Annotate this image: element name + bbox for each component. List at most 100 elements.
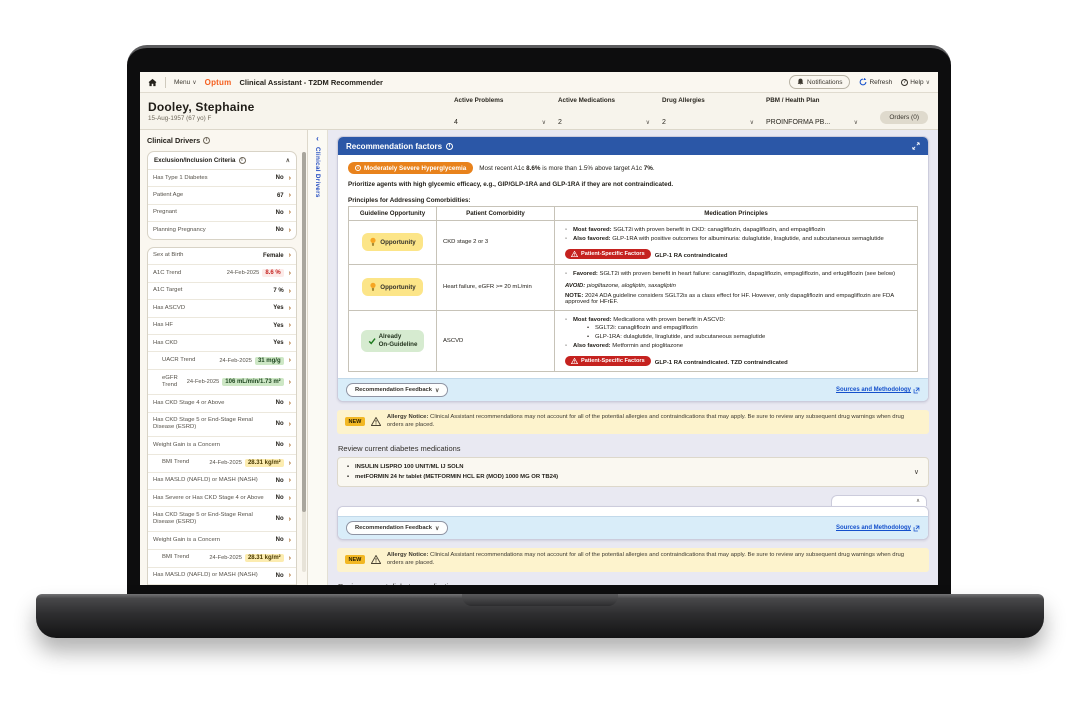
hyperglycemia-badge-label: Moderately Severe Hyperglycemia xyxy=(364,164,467,172)
chevron-up-icon[interactable]: ∧ xyxy=(915,498,920,505)
allergy-notice: NEW Allergy Notice: Clinical Assistant r… xyxy=(337,410,929,434)
laptop-base-notch xyxy=(462,594,618,606)
patient-stat-dropdown[interactable]: Drug Allergies 2 ∨ xyxy=(656,93,760,129)
driver-label: Has Severe or Has CKD Stage 4 or Above xyxy=(153,494,264,501)
driver-row[interactable]: Weight Gain is a Concern No › xyxy=(148,437,296,455)
stat-value: 2 xyxy=(558,119,562,126)
optum-logo: Optum xyxy=(204,77,232,87)
collapsed-panel-corner[interactable]: ∧ xyxy=(831,495,927,507)
chevron-down-icon[interactable]: ∨ xyxy=(541,120,546,126)
chevron-right-icon: › xyxy=(288,554,291,562)
chevron-right-icon: › xyxy=(288,357,291,365)
sources-methodology-link[interactable]: Sources and Methodology xyxy=(836,525,920,532)
driver-row[interactable]: Planning Pregnancy No › xyxy=(148,222,296,238)
driver-date: 24-Feb-2025 xyxy=(186,379,220,386)
chevron-right-icon: › xyxy=(288,441,291,449)
exclusion-inclusion-header[interactable]: Exclusion/Inclusion Criteria i ∧ xyxy=(148,152,296,170)
warning-icon xyxy=(370,417,381,427)
driver-row[interactable]: Has MASLD (NAFLD) or MASH (NASH) No › xyxy=(148,568,296,585)
info-icon[interactable]: i xyxy=(203,137,211,144)
notifications-button[interactable]: Notifications xyxy=(789,75,851,89)
driver-row[interactable]: Has CKD Stage 5 or End-Stage Renal Disea… xyxy=(148,507,296,533)
driver-row[interactable]: Has CKD Yes › xyxy=(148,335,296,353)
refresh-button[interactable]: Refresh xyxy=(859,78,892,86)
top-nav: Menu ∨ Optum Clinical Assistant - T2DM R… xyxy=(140,72,938,93)
driver-label: A1C Trend xyxy=(153,269,182,276)
opportunity-label: Opportunity xyxy=(380,283,416,291)
driver-label: Has MASLD (NAFLD) or MASH (NASH) xyxy=(153,572,258,578)
recommendation-feedback-button[interactable]: Recommendation Feedback ∨ xyxy=(346,521,449,536)
driver-row[interactable]: Patient Age 67 › xyxy=(148,187,296,205)
opportunity-badge: Opportunity xyxy=(362,278,423,297)
driver-row[interactable]: Has Type 1 Diabetes No › xyxy=(148,170,296,188)
driver-label: Has CKD xyxy=(153,339,178,346)
patient-stat-dropdown[interactable]: PBM / Health Plan PROINFORMA PB... ∨ xyxy=(760,93,864,129)
driver-row[interactable]: Has MASLD (NAFLD) or MASH (NASH) No › xyxy=(148,473,296,490)
sidebar-collapse-strip[interactable]: ‹ Clinical Drivers xyxy=(308,130,328,585)
menu-button[interactable]: Menu ∨ xyxy=(174,79,197,86)
orders-button[interactable]: Orders (0) xyxy=(880,111,928,124)
info-icon[interactable]: i xyxy=(446,142,454,150)
driver-label: Planning Pregnancy xyxy=(153,226,206,233)
recommendation-factors-panel: Recommendation factors i i Moderately Se… xyxy=(337,136,929,403)
card-title-label: Exclusion/Inclusion Criteria xyxy=(154,157,236,164)
sidebar-scrollbar[interactable] xyxy=(302,152,306,572)
scrollbar-thumb[interactable] xyxy=(302,152,306,512)
alert-text: Most recent A1c 8.6% is more than 1.5% a… xyxy=(479,164,655,172)
recommendation-feedback-button[interactable]: Recommendation Feedback ∨ xyxy=(346,383,449,398)
patient-stat-dropdown[interactable]: Active Medications 2 ∨ xyxy=(552,93,656,129)
patient-stat-dropdown[interactable]: Active Problems 4 ∨ xyxy=(448,93,552,129)
driver-row[interactable]: BMI Trend 24-Feb-2025 28.31 kg/m² › xyxy=(148,455,296,473)
driver-row[interactable]: Has CKD Stage 4 or Above No › xyxy=(148,395,296,413)
driver-value: Yes xyxy=(273,305,284,312)
comorbidity-cell: ASCVD xyxy=(436,309,555,373)
driver-value: No xyxy=(275,175,284,182)
driver-row[interactable]: UACR Trend 24-Feb-2025 31 mg/g › xyxy=(148,352,296,371)
medication-item: INSULIN LISPRO 100 UNIT/ML IJ SOLN xyxy=(347,462,914,472)
driver-label: Has Type 1 Diabetes xyxy=(153,174,208,181)
chevron-down-icon[interactable]: ∨ xyxy=(913,468,919,476)
chevron-down-icon[interactable]: ∨ xyxy=(749,120,754,126)
driver-label: Has ASCVD xyxy=(153,304,186,311)
driver-row[interactable]: A1C Trend 24-Feb-2025 8.6 % › xyxy=(148,265,296,283)
chevron-up-icon[interactable]: ∧ xyxy=(285,158,290,164)
opportunity-badge: Opportunity xyxy=(362,233,423,252)
driver-row[interactable]: Weight Gain is a Concern No › xyxy=(148,532,296,550)
chevron-down-icon[interactable]: ∨ xyxy=(853,120,858,126)
col-patient-comorbidity: Patient Comorbidity xyxy=(436,206,555,221)
driver-row[interactable]: BMI Trend 24-Feb-2025 28.31 kg/m² › xyxy=(148,550,296,568)
driver-row[interactable]: A1C Target 7 % › xyxy=(148,283,296,301)
driver-row[interactable]: Has Severe or Has CKD Stage 4 or Above N… xyxy=(148,490,296,508)
sources-methodology-link[interactable]: Sources and Methodology xyxy=(836,387,920,394)
panel-header: Recommendation factors i xyxy=(338,137,928,155)
refresh-label: Refresh xyxy=(869,78,893,86)
help-menu[interactable]: ? Help ∨ xyxy=(901,78,930,86)
driver-label: Patient Age xyxy=(153,191,184,198)
driver-row[interactable]: Pregnant No › xyxy=(148,205,296,223)
driver-label: Weight Gain is a Concern xyxy=(153,441,221,448)
expand-icon[interactable] xyxy=(912,142,920,150)
driver-row[interactable]: Has CKD Stage 5 or End-Stage Renal Disea… xyxy=(148,413,296,438)
sources-label: Sources and Methodology xyxy=(835,387,911,394)
info-icon[interactable]: i xyxy=(238,157,246,164)
chevron-left-icon[interactable]: ‹ xyxy=(316,134,319,143)
chevron-right-icon: › xyxy=(288,399,291,407)
driver-row[interactable]: eGFR Trend 24-Feb-2025 106 mL/min/1.73 m… xyxy=(148,370,296,396)
driver-row[interactable]: Has ASCVD Yes › xyxy=(148,300,296,318)
on-guideline-badge: Already On-Guideline xyxy=(360,330,425,352)
stat-value: 2 xyxy=(662,119,666,126)
chevron-down-icon[interactable]: ∨ xyxy=(645,120,650,126)
driver-value: 28.31 kg/m² xyxy=(244,554,284,562)
driver-row[interactable]: Has HF Yes › xyxy=(148,318,296,335)
check-icon xyxy=(368,337,376,345)
chevron-right-icon: › xyxy=(288,477,291,485)
allergy-text: Allergy Notice: Clinical Assistant recom… xyxy=(386,552,905,566)
chevron-right-icon: › xyxy=(288,572,291,580)
driver-value: No xyxy=(275,572,284,579)
driver-row[interactable]: Sex at Birth Female › xyxy=(148,248,296,265)
menu-label: Menu xyxy=(174,78,191,86)
chevron-down-icon: ∨ xyxy=(435,387,440,394)
home-icon[interactable] xyxy=(148,78,157,87)
table-row: Opportunity Heart failure, eGFR >= 20 mL… xyxy=(348,263,918,311)
